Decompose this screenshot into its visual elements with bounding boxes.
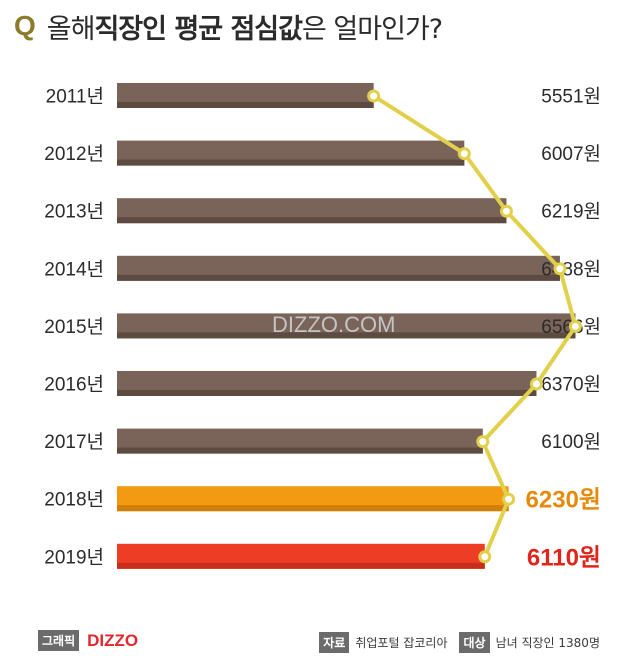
title-part2: 은 얼마인가? — [302, 13, 443, 45]
year-label: 2014년 — [44, 258, 104, 280]
chart-title: Q 올해 직장인 평균 점심값 은 얼마인가? — [14, 6, 443, 46]
year-label: 2016년 — [44, 374, 104, 396]
value-label: 6100원 — [541, 431, 601, 453]
value-label: 6219원 — [541, 201, 601, 223]
line-marker — [457, 147, 471, 161]
bar-shade — [117, 447, 483, 454]
bar-shade — [117, 274, 560, 281]
footer-source: 자료 취업포털 잡코리아 대상 남녀 직장인 1380명 — [319, 632, 600, 653]
line-marker — [476, 435, 490, 449]
title-part1: 올해 — [46, 13, 96, 45]
title-bold: 직장인 평균 점심값 — [94, 13, 303, 45]
target-tag: 대상 — [459, 632, 490, 653]
target-value: 남녀 직장인 1380명 — [495, 636, 600, 650]
source-value: 취업포털 잡코리아 — [355, 636, 448, 650]
graphic-tag: 그래픽 — [38, 630, 80, 651]
bar-shade — [117, 505, 509, 512]
footer-credit: 그래픽 DIZZO — [38, 630, 138, 651]
value-label: 6230원 — [526, 487, 601, 514]
watermark: DIZZO.COM — [272, 312, 396, 337]
year-label: 2013년 — [44, 201, 104, 223]
brand-logo: DIZZO — [87, 630, 139, 650]
value-label: 6110원 — [527, 544, 601, 571]
line-marker — [568, 319, 582, 333]
bar-shade — [117, 217, 507, 224]
value-label: 5551원 — [541, 86, 601, 108]
bar-shade — [117, 562, 485, 569]
value-label: 6488원 — [541, 258, 601, 280]
year-label: 2017년 — [44, 431, 104, 453]
line-marker — [529, 377, 543, 391]
line-marker — [367, 89, 381, 103]
line-marker — [502, 492, 516, 506]
year-label: 2018년 — [44, 489, 104, 511]
line-marker — [553, 262, 567, 276]
line-marker — [478, 550, 492, 564]
bar-shade — [117, 332, 576, 339]
year-label: 2019년 — [44, 546, 104, 568]
bar-shade — [117, 159, 465, 166]
source-tag: 자료 — [319, 632, 350, 653]
year-label: 2012년 — [44, 143, 104, 165]
value-label: 6370원 — [541, 374, 601, 396]
line-marker — [499, 204, 513, 218]
value-label: 6007원 — [541, 143, 601, 165]
q-mark: Q — [14, 10, 36, 41]
bar-shade — [117, 390, 537, 396]
year-label: 2011년 — [46, 86, 104, 108]
bar-shade — [117, 102, 374, 108]
year-label: 2015년 — [44, 316, 104, 338]
